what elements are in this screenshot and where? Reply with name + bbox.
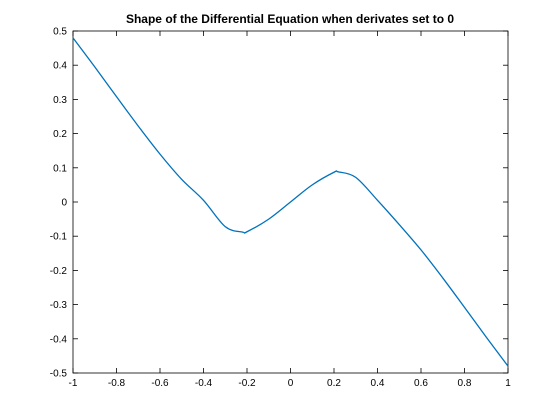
x-tick-label: 0.6 — [414, 378, 428, 389]
y-tick-label: 0.4 — [53, 61, 67, 72]
series-group — [72, 37, 509, 367]
y-tick-label: 0 — [61, 198, 67, 209]
x-tick-label: -0.6 — [151, 378, 169, 389]
y-tick-label: 0.3 — [53, 95, 67, 106]
x-tick-label: -1 — [69, 378, 78, 389]
y-tick-label: -0.1 — [50, 232, 68, 243]
y-tick-label: 0.2 — [53, 129, 67, 140]
x-tick-label: 0.2 — [327, 378, 341, 389]
x-tick-label: 1 — [505, 378, 511, 389]
x-tick-label: 0.8 — [458, 378, 472, 389]
x-tick-label: -0.8 — [108, 378, 126, 389]
y-tick-label: 0.5 — [53, 27, 67, 38]
x-tick-label: 0 — [288, 378, 294, 389]
axis-ticks — [72, 30, 509, 374]
y-tick-label: 0.1 — [53, 163, 67, 174]
y-tick-label: -0.4 — [50, 334, 68, 345]
y-tick-label: -0.2 — [50, 266, 68, 277]
chart-title: Shape of the Differential Equation when … — [126, 12, 454, 26]
series-line-0 — [72, 37, 509, 367]
x-tick-label: 0.4 — [371, 378, 385, 389]
axis-tick-labels: -1 -0.8 -0.6 -0.4 -0.2 0 0.2 0.4 0.6 0.8 1 -0.5 -0.4… — [50, 27, 511, 390]
y-tick-label: -0.5 — [50, 369, 68, 380]
y-tick-label: -0.3 — [50, 300, 68, 311]
x-tick-label: -0.2 — [238, 378, 256, 389]
x-tick-label: -0.4 — [195, 378, 213, 389]
